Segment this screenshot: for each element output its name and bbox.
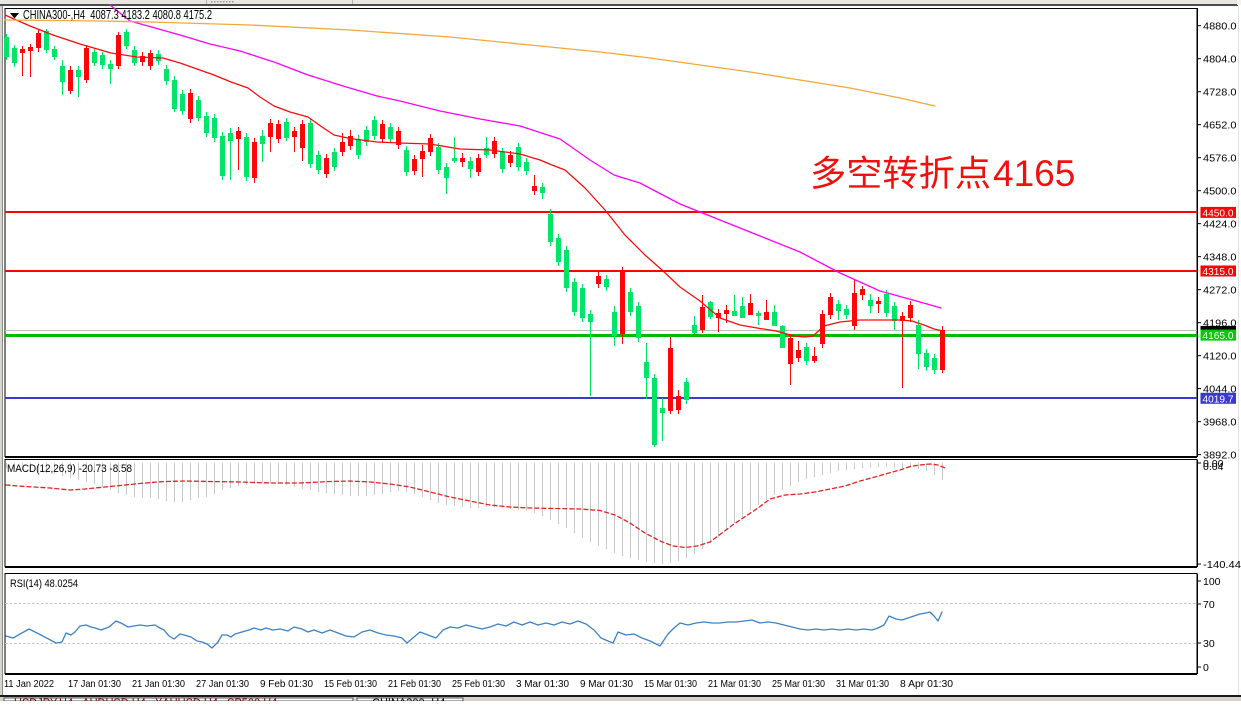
svg-text:CHINA300-,H4: CHINA300-,H4	[372, 697, 445, 701]
svg-text:100: 100	[1203, 576, 1221, 588]
svg-text:4576.0: 4576.0	[1203, 153, 1237, 165]
svg-text:4652.0: 4652.0	[1203, 120, 1237, 132]
svg-text:21 Feb 01:30: 21 Feb 01:30	[388, 678, 441, 690]
svg-text:RSI(14) 48.0254: RSI(14) 48.0254	[10, 578, 78, 590]
svg-text:CHINA300-,H4 4087.3 4183.2 40: CHINA300-,H4 4087.3 4183.2 4080.8 4175.2	[23, 8, 212, 22]
svg-text:USDJPY,H4 AUDUSD,H4 XAUUSD: USDJPY,H4 AUDUSD,H4 XAUUSD,H4 SP500,H4	[14, 697, 277, 701]
svg-text:3 Mar 01:30: 3 Mar 01:30	[516, 678, 569, 690]
svg-text:70: 70	[1203, 599, 1215, 611]
svg-text:11 Jan 2022: 11 Jan 2022	[4, 678, 54, 690]
svg-text:25 Feb 01:30: 25 Feb 01:30	[452, 678, 505, 690]
svg-text:4880.0: 4880.0	[1203, 21, 1237, 33]
svg-text:17 Jan 01:30: 17 Jan 01:30	[68, 678, 121, 690]
svg-text:4728.0: 4728.0	[1203, 87, 1237, 99]
svg-text:9 Feb 01:30: 9 Feb 01:30	[260, 678, 313, 690]
svg-text:4044.0: 4044.0	[1203, 384, 1237, 396]
svg-text:4315.0: 4315.0	[1203, 266, 1234, 278]
svg-text:4165.0: 4165.0	[1203, 330, 1234, 342]
svg-text:27 Jan 01:30: 27 Jan 01:30	[196, 678, 249, 690]
svg-text:3968.0: 3968.0	[1203, 417, 1237, 429]
svg-text:15 Mar 01:30: 15 Mar 01:30	[644, 678, 697, 690]
svg-text:0: 0	[1203, 662, 1209, 674]
svg-text:30: 30	[1203, 638, 1215, 650]
svg-text:21 Mar 01:30: 21 Mar 01:30	[708, 678, 761, 690]
svg-text:4019.7: 4019.7	[1203, 393, 1234, 405]
svg-text:0.00: 0.00	[1203, 458, 1224, 470]
svg-text:4120.0: 4120.0	[1203, 351, 1237, 363]
svg-text:4804.0: 4804.0	[1203, 54, 1237, 66]
svg-text:4424.0: 4424.0	[1203, 219, 1237, 231]
svg-text:4348.0: 4348.0	[1203, 252, 1237, 264]
svg-text:8 Apr 01:30: 8 Apr 01:30	[900, 678, 953, 690]
svg-text:MACD(12,26,9) -20.73 -8.58: MACD(12,26,9) -20.73 -8.58	[7, 463, 132, 475]
svg-text:4272.0: 4272.0	[1203, 285, 1237, 297]
svg-text:25 Mar 01:30: 25 Mar 01:30	[772, 678, 825, 690]
svg-text:4500.0: 4500.0	[1203, 186, 1237, 198]
svg-text:3892.0: 3892.0	[1203, 450, 1237, 462]
svg-text:15 Feb 01:30: 15 Feb 01:30	[324, 678, 377, 690]
svg-text:21 Jan 01:30: 21 Jan 01:30	[132, 678, 185, 690]
svg-text:-140.44: -140.44	[1203, 559, 1241, 571]
svg-text:9 Mar 01:30: 9 Mar 01:30	[580, 678, 633, 690]
svg-text:4450.0: 4450.0	[1203, 207, 1234, 219]
svg-text:31 Mar 01:30: 31 Mar 01:30	[836, 678, 889, 690]
svg-text:0.04: 0.04	[1203, 461, 1224, 473]
svg-text:4165: 4165	[993, 153, 1075, 194]
